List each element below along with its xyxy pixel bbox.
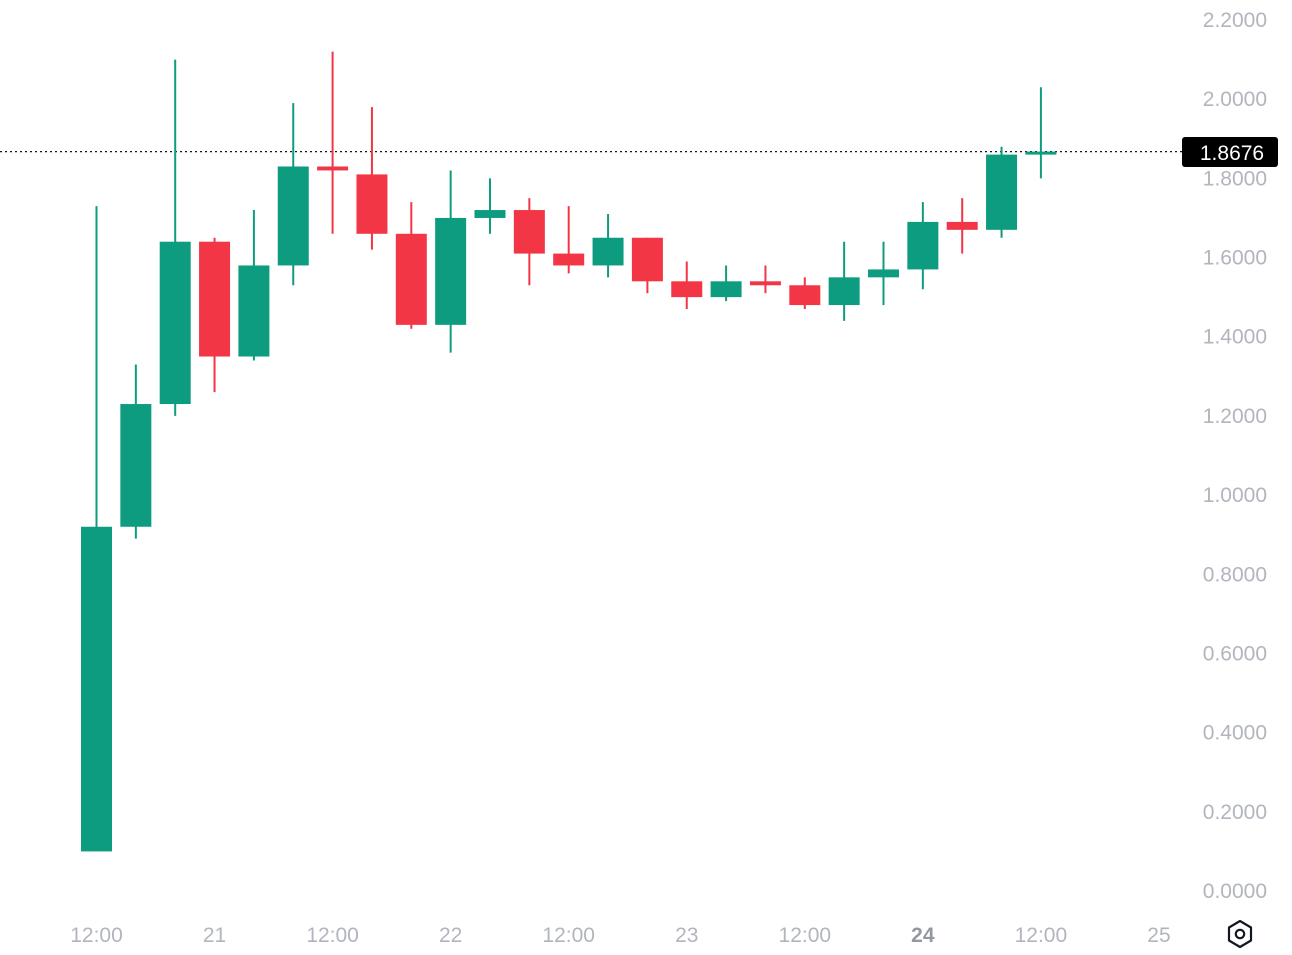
price-tick-label: 0.6000 xyxy=(1203,642,1267,665)
candle-body xyxy=(199,241,231,357)
candle-body xyxy=(159,241,191,405)
candle-body xyxy=(238,265,270,357)
candle-body xyxy=(474,210,506,218)
candle-body xyxy=(317,166,349,171)
price-tick-label: 1.4000 xyxy=(1203,326,1267,349)
candle[interactable] xyxy=(356,107,388,250)
candle[interactable] xyxy=(1025,87,1057,179)
price-tick-label: 2.2000 xyxy=(1203,9,1267,32)
candle-body xyxy=(553,253,585,266)
last-price-label: 1.8676 xyxy=(1182,137,1278,167)
candle-body xyxy=(946,221,978,230)
settings-gear-icon[interactable] xyxy=(1224,918,1256,950)
price-tick-label: 1.0000 xyxy=(1203,484,1267,507)
price-tick-label: 0.4000 xyxy=(1203,722,1267,745)
candle[interactable] xyxy=(710,265,742,302)
candle-body xyxy=(907,221,939,270)
candle[interactable] xyxy=(238,210,270,361)
candle[interactable] xyxy=(671,261,703,310)
candle[interactable] xyxy=(159,59,191,416)
time-tick-label: 22 xyxy=(439,924,462,947)
candle[interactable] xyxy=(986,146,1018,238)
candle-body xyxy=(828,277,860,306)
candle-body xyxy=(1025,151,1057,155)
time-tick-label: 12:00 xyxy=(1015,924,1068,947)
candle-body xyxy=(513,210,545,254)
time-tick-label: 12:00 xyxy=(542,924,595,947)
last-price-label-text: 1.8676 xyxy=(1200,142,1264,165)
candle[interactable] xyxy=(946,198,978,254)
candle[interactable] xyxy=(513,198,545,286)
candle[interactable] xyxy=(277,103,309,286)
time-tick-label: 25 xyxy=(1147,924,1170,947)
candle[interactable] xyxy=(631,237,663,294)
time-tick-label: 12:00 xyxy=(779,924,832,947)
candle[interactable] xyxy=(435,170,467,353)
candle[interactable] xyxy=(868,241,899,306)
price-tick-label: 1.8000 xyxy=(1203,167,1267,190)
time-axis[interactable]: 12:00 21 12:00 22 12:00 23 12:00 24 12:00 25 xyxy=(70,924,1170,947)
candle-body xyxy=(356,174,388,234)
candle[interactable] xyxy=(749,265,781,294)
candle-body xyxy=(710,281,742,298)
candle-body xyxy=(749,281,781,286)
candle[interactable] xyxy=(789,277,821,310)
candle-body xyxy=(395,233,427,325)
time-tick-label: 12:00 xyxy=(70,924,123,947)
candles-layer xyxy=(81,51,1057,852)
candle[interactable] xyxy=(199,237,231,393)
price-tick-label: 0.0000 xyxy=(1203,880,1267,903)
candle-body xyxy=(986,154,1018,230)
time-tick-label: 12:00 xyxy=(306,924,359,947)
time-tick-label: 21 xyxy=(203,924,226,947)
candle-body xyxy=(631,237,663,282)
candle-body xyxy=(868,269,899,278)
candle[interactable] xyxy=(907,202,939,290)
time-tick-label: 24 xyxy=(911,924,935,947)
candle-body xyxy=(120,404,152,527)
candle-body xyxy=(81,526,112,852)
candle[interactable] xyxy=(317,51,349,234)
candle-body xyxy=(277,166,309,266)
candle[interactable] xyxy=(81,206,112,852)
price-tick-label: 2.0000 xyxy=(1203,88,1267,111)
candle[interactable] xyxy=(120,364,152,539)
candle[interactable] xyxy=(474,178,506,234)
candle[interactable] xyxy=(553,206,585,274)
candle[interactable] xyxy=(828,241,860,321)
last-price-label-bg xyxy=(1182,137,1278,167)
price-tick-label: 0.2000 xyxy=(1203,801,1267,824)
candle-body xyxy=(435,217,467,325)
candle-body xyxy=(789,285,821,306)
time-tick-label: 23 xyxy=(675,924,698,947)
price-axis[interactable]: 2.2000 2.0000 1.8000 1.6000 1.4000 1.2000 1.00… xyxy=(1203,9,1267,903)
price-tick-label: 1.2000 xyxy=(1203,405,1267,428)
price-tick-label: 1.6000 xyxy=(1203,247,1267,270)
candle[interactable] xyxy=(592,213,624,278)
price-tick-label: 0.8000 xyxy=(1203,563,1267,586)
candle-body xyxy=(592,237,624,266)
candle-body xyxy=(671,281,703,298)
candle[interactable] xyxy=(395,202,427,329)
